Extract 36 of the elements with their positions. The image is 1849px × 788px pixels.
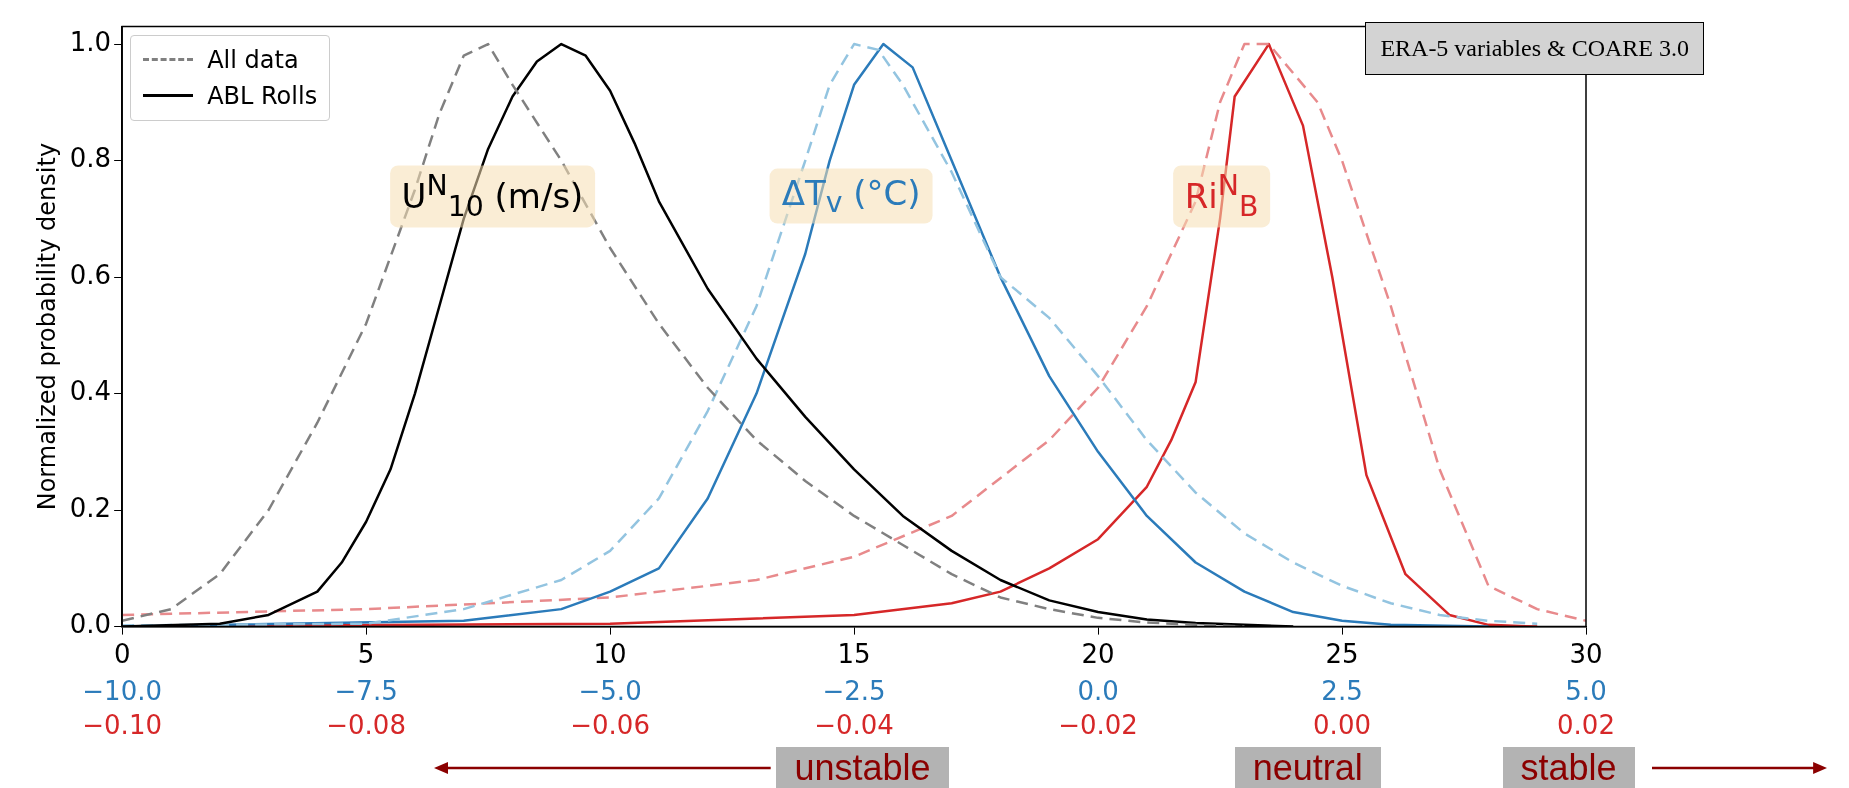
x-tick-label: 5 [357, 638, 375, 669]
legend-label: All data [207, 45, 299, 74]
text: −0.02 [1058, 710, 1138, 740]
y-tick-label: 0.6 [69, 259, 112, 290]
text: 0.02 [1557, 710, 1615, 740]
text: −0.06 [570, 710, 650, 740]
x2-tick-label: −10.0 [82, 676, 162, 707]
y-axis-title: Normalized probability density [32, 142, 61, 511]
x2-tick-label: −7.5 [334, 676, 398, 707]
x-tick-label: 25 [1325, 638, 1359, 669]
text: −0.08 [326, 710, 406, 740]
x2-tick-label: 5.0 [1565, 676, 1607, 707]
y-tick-label: 0.2 [69, 492, 112, 523]
x-tick-label: 0 [113, 638, 131, 669]
y-tick-label: 0.0 [69, 609, 112, 640]
x-tick-label: 10 [593, 638, 627, 669]
y-tick-label: 1.0 [69, 26, 112, 57]
y-tick-label: 0.4 [69, 376, 112, 407]
text: 0.00 [1313, 710, 1371, 740]
y-tick-label: 0.8 [69, 143, 112, 174]
x-tick-label: 15 [837, 638, 871, 669]
annotation: ERA-5 variables & COARE 3.0 [1365, 22, 1704, 75]
x-tick-label: 20 [1081, 638, 1115, 669]
x-tick-label: 30 [1569, 638, 1603, 669]
x2-tick-label: −5.0 [578, 676, 642, 707]
annotation: ΔT$_{v}$ (°C) [769, 168, 933, 224]
text: stable [1502, 747, 1635, 788]
text: unstable [776, 747, 949, 788]
annotation: U$^{N}$$_{10}$ (m/s) [389, 165, 596, 227]
text: −0.10 [82, 710, 162, 740]
x2-tick-label: −2.5 [822, 676, 886, 707]
x2-tick-label: 2.5 [1321, 676, 1363, 707]
legend-label: ABL Rolls [207, 81, 318, 110]
x2-tick-label: 0.0 [1077, 676, 1119, 707]
text: −0.04 [814, 710, 894, 740]
text: neutral [1234, 747, 1381, 788]
